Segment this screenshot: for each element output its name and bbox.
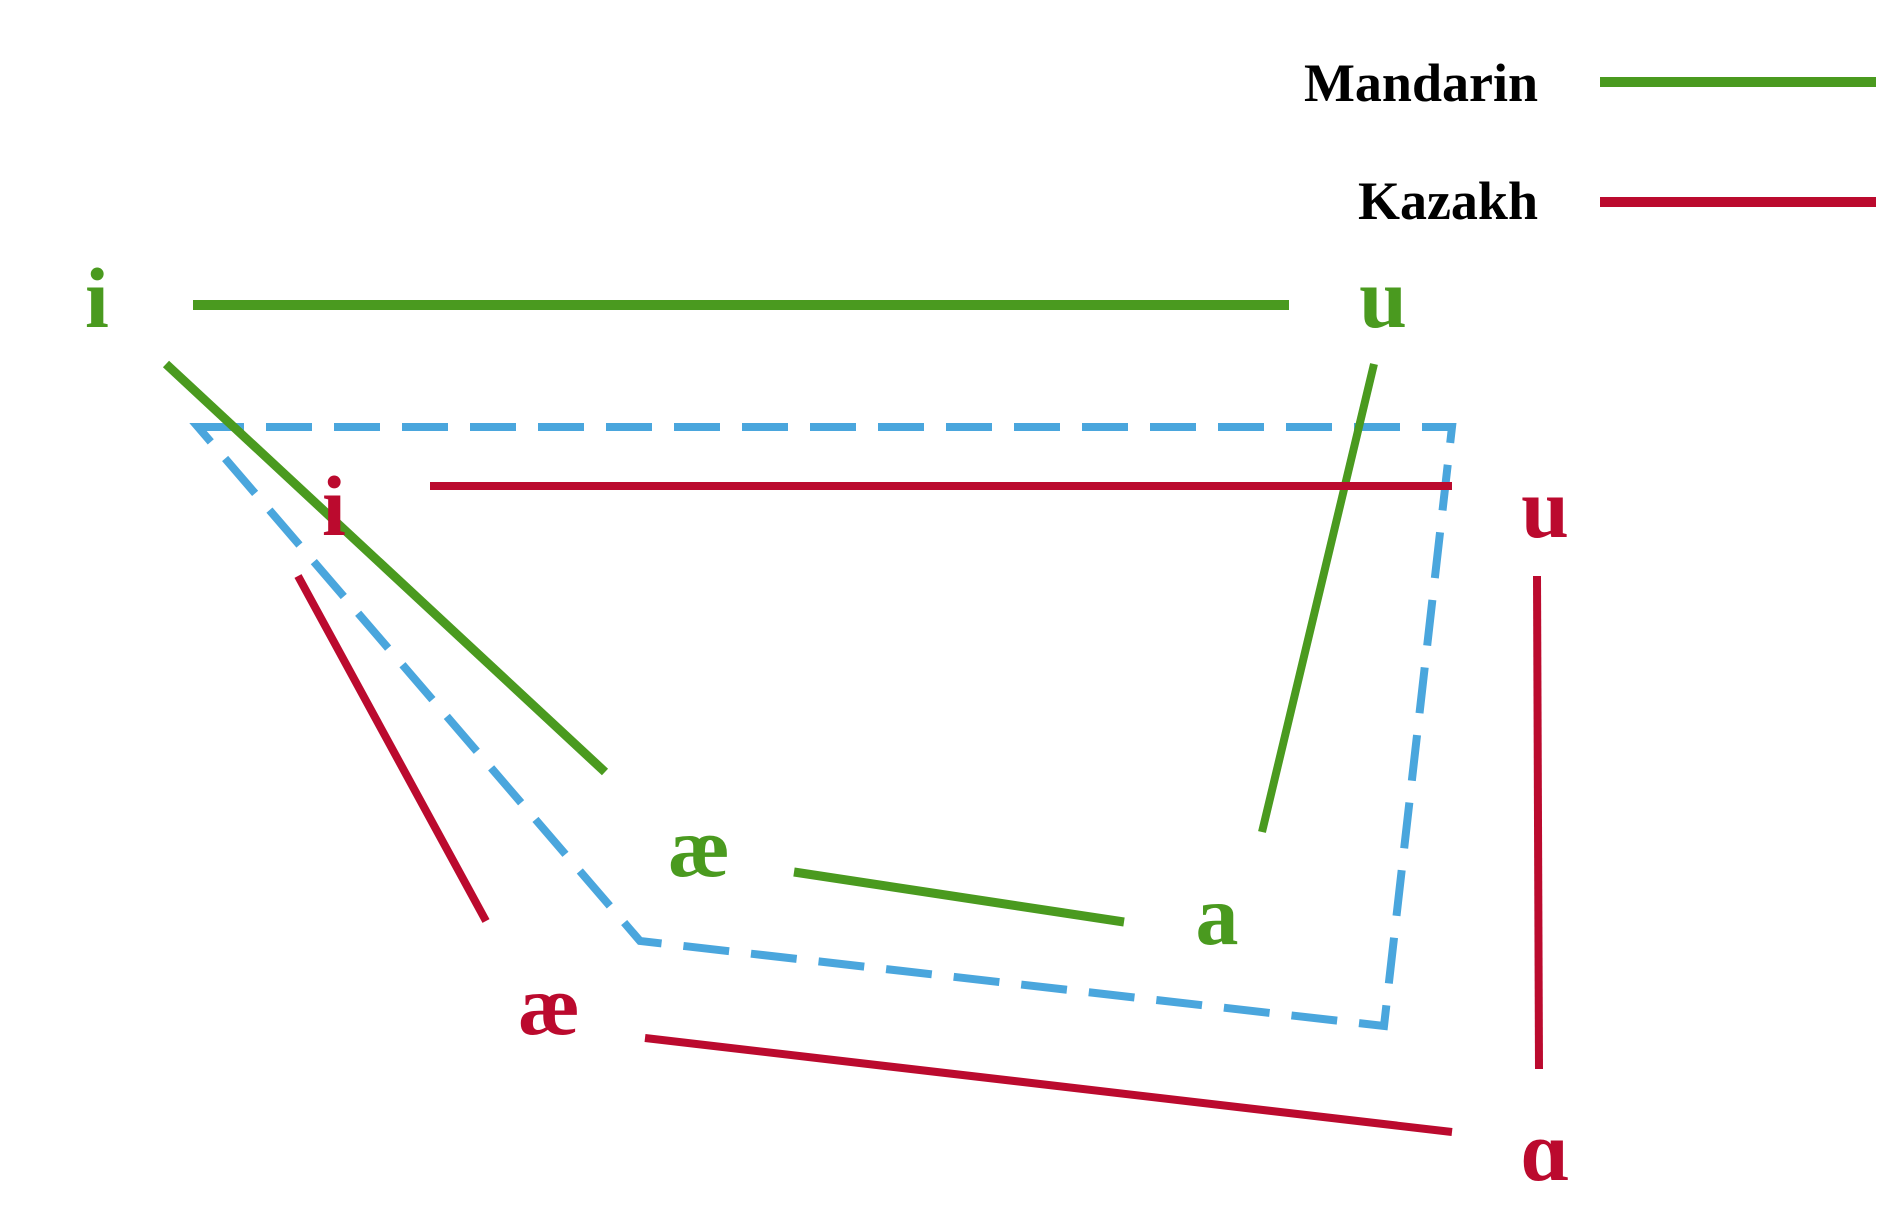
kazakh-vowel-ae: æ [518, 957, 580, 1053]
kazakh-vowel-u: u [1521, 460, 1569, 556]
mandarin-vowel-space: i u æ a [85, 250, 1407, 963]
mandarin-vowel-ae: æ [668, 799, 730, 895]
kazakh-edge-ae-a [644, 1034, 1453, 1136]
overlap-region-dashed-outline [189, 423, 1457, 1031]
kazakh-vowel-a: ɑ [1520, 1103, 1569, 1199]
kazakh-vowel-i: i [322, 458, 346, 554]
legend: Mandarin Kazakh [1304, 53, 1876, 231]
kazakh-edge-i-ae [294, 574, 490, 923]
mandarin-vowel-i: i [85, 250, 109, 346]
legend-label-kazakh: Kazakh [1358, 171, 1538, 231]
kazakh-edge-u-a [1533, 575, 1543, 1070]
mandarin-edge-ae-a [793, 867, 1125, 927]
kazakh-vowel-space: i u æ ɑ [294, 458, 1570, 1199]
legend-label-mandarin: Mandarin [1304, 53, 1538, 113]
mandarin-edge-i-ae [162, 360, 609, 776]
mandarin-vowel-a: a [1196, 867, 1239, 963]
mandarin-vowel-u: u [1359, 250, 1407, 346]
mandarin-edge-u-a [1258, 363, 1378, 833]
